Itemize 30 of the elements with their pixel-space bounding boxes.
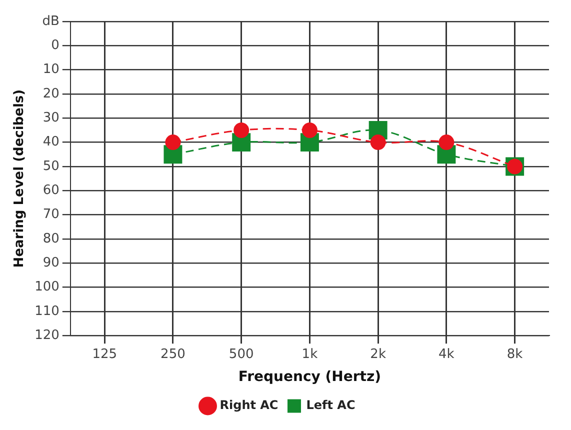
x-tick-label: 2k bbox=[370, 346, 386, 362]
point bbox=[302, 122, 318, 138]
point bbox=[370, 134, 386, 150]
y-tick-label: 10 bbox=[42, 62, 60, 78]
x-tick-label: 250 bbox=[160, 346, 186, 362]
x-tick-label: 4k bbox=[438, 346, 455, 362]
y-tick-label: 20 bbox=[42, 86, 60, 102]
x-tick-label: 8k bbox=[506, 346, 524, 362]
y-tick-label: 70 bbox=[42, 207, 60, 222]
point bbox=[234, 122, 250, 138]
y-axis-title: Hearing Level (decibels) bbox=[12, 89, 28, 268]
y-tick-label: 40 bbox=[42, 134, 60, 150]
legend-label: Left AC bbox=[306, 398, 356, 412]
x-tick-label: 500 bbox=[228, 346, 254, 362]
x-tick-label: 1k bbox=[302, 346, 318, 362]
legend-label: Right AC bbox=[220, 398, 278, 412]
y-tick-label: 100 bbox=[34, 280, 60, 295]
x-axis-title: Frequency (Hertz) bbox=[238, 369, 381, 386]
point bbox=[165, 134, 181, 150]
y-tick-label: 80 bbox=[42, 231, 60, 246]
point bbox=[438, 134, 454, 150]
y-tick-label: dB bbox=[42, 14, 60, 29]
y-tick-label: 90 bbox=[42, 255, 60, 270]
x-tick-label: 125 bbox=[92, 346, 118, 362]
y-tick-label: 60 bbox=[42, 183, 60, 198]
y-tick-label: 120 bbox=[34, 328, 60, 343]
y-tick-label: 30 bbox=[42, 110, 60, 126]
y-tick-label: 0 bbox=[51, 38, 60, 54]
y-tick-label: 50 bbox=[42, 158, 60, 174]
y-tick-label: 110 bbox=[34, 304, 60, 319]
